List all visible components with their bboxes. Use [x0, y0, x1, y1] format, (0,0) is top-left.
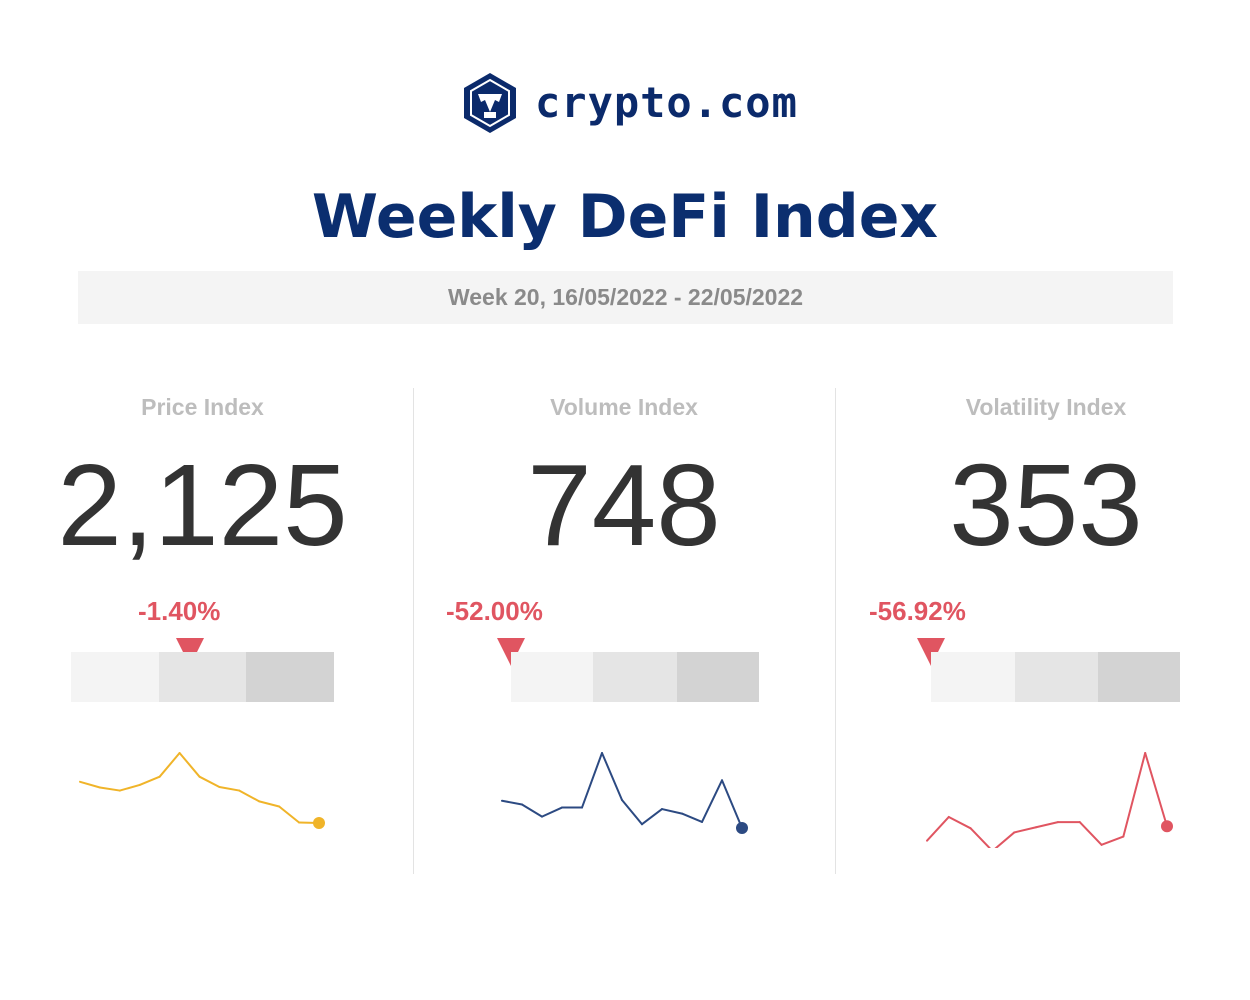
sparkline-end-point: [736, 822, 748, 834]
price-index-panel: Price Index 2,125 -1.40%: [0, 388, 420, 888]
week-range: Week 20, 16/05/2022 - 22/05/2022: [78, 271, 1173, 324]
price-index-label: Price Index: [141, 394, 264, 420]
volume-range-bar: [511, 652, 759, 702]
sparkline-segment: [238, 789, 261, 803]
sparkline-segment: [681, 812, 703, 823]
price-index-change: -1.40%: [138, 596, 221, 626]
sparkline-segment: [994, 831, 1016, 848]
page-title: Weekly DeFi Index: [311, 182, 939, 252]
sparkline-segment: [1100, 835, 1125, 846]
sparkline-end-point: [313, 817, 325, 829]
sparkline-segment: [278, 805, 301, 824]
volume-index-change: -52.00%: [446, 596, 543, 626]
sparkline-end-point: [1161, 820, 1173, 833]
sparkline-segment: [601, 752, 623, 801]
volume-index-panel: Volume Index 748 -52.00%: [414, 388, 834, 888]
volatility-index-change: -56.92%: [869, 596, 966, 626]
price-sparkline: [79, 752, 325, 829]
sparkline-segment: [258, 800, 281, 808]
sparkline-segment: [1122, 752, 1147, 838]
volume-index-value: 748: [527, 440, 721, 570]
sparkline-segment: [218, 785, 241, 792]
sparkline-segment: [138, 775, 161, 786]
sparkline-segment: [581, 752, 603, 809]
volume-index-label: Volume Index: [550, 394, 698, 420]
sparkline-segment: [641, 808, 663, 826]
sparkline-segment: [501, 799, 523, 806]
crypto-com-lion-hexagon-icon: [464, 73, 516, 133]
volatility-index-panel: Volatility Index 353 -56.92%: [836, 388, 1250, 888]
sparkline-segment: [947, 815, 972, 830]
volatility-sparkline: [926, 752, 1173, 848]
brand-name: crypto.com: [535, 78, 798, 127]
column-divider: [413, 388, 414, 874]
sparkline-segment: [521, 803, 543, 818]
sparkline-segment: [1078, 821, 1103, 846]
brand-logo: crypto.com: [0, 72, 1250, 134]
price-range-bar: [71, 652, 334, 702]
sparkline-segment: [178, 752, 201, 778]
sparkline-segment: [118, 783, 141, 792]
sparkline-segment: [661, 808, 683, 815]
sparkline-segment: [541, 806, 563, 818]
price-index-value: 2,125: [57, 440, 348, 570]
sparkline-segment: [969, 827, 991, 848]
volume-sparkline: [501, 752, 748, 834]
volatility-range-bar: [931, 652, 1180, 702]
volatility-index-label: Volatility Index: [965, 394, 1127, 420]
sparkline-segment: [158, 752, 181, 778]
sparkline-segment: [621, 798, 643, 826]
volatility-index-value: 353: [949, 440, 1143, 570]
sparkline-segment: [926, 815, 950, 842]
sparkline-segment: [198, 775, 221, 788]
sparkline-segment: [701, 779, 723, 823]
sparkline-segment: [98, 786, 121, 792]
column-divider: [835, 388, 836, 874]
sparkline-segment: [1144, 752, 1168, 828]
sparkline-segment: [1035, 821, 1059, 829]
sparkline-segment: [79, 780, 101, 789]
sparkline-segment: [721, 779, 743, 829]
sparkline-segment: [1013, 826, 1038, 834]
